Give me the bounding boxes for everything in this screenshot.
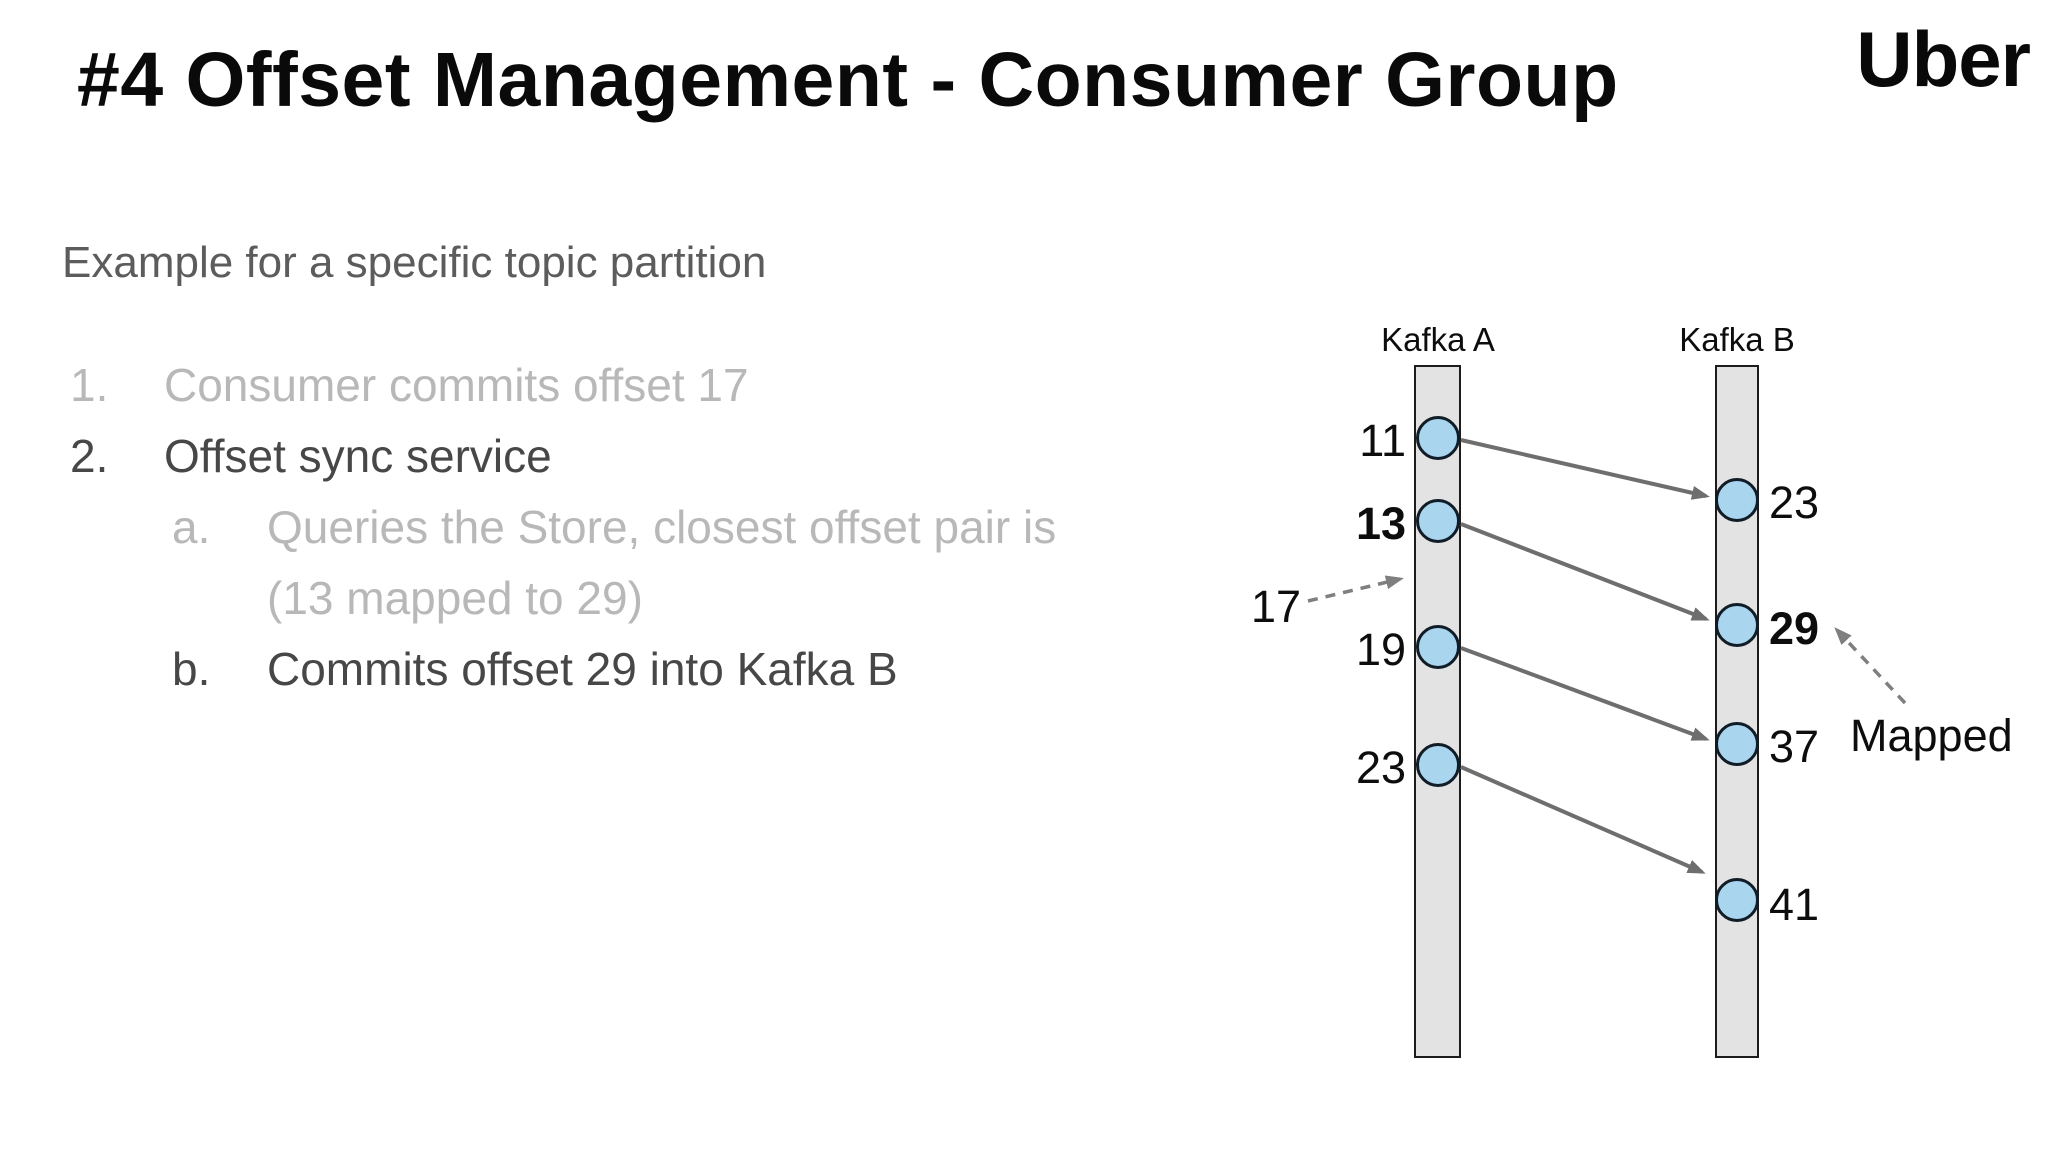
substep-text: (13 mapped to 29) <box>267 572 643 624</box>
offset-label-a-11: 11 <box>1359 415 1406 466</box>
kafka-a-label: Kafka A <box>1381 321 1495 358</box>
step-text: Consumer commits offset 17 <box>164 359 749 411</box>
offset-label-a-13: 13 <box>1355 498 1406 549</box>
kafka-b-label: Kafka B <box>1679 321 1795 358</box>
step-marker: 2. <box>70 430 109 482</box>
step-item-2: 2. Offset sync service <box>70 421 1056 492</box>
page-title: #4 Offset Management - Consumer Group <box>77 37 1619 123</box>
kafka-a-partition-bar <box>1414 365 1461 1058</box>
committed-offset-label: 17 <box>1250 581 1302 632</box>
offset-node-a-23 <box>1416 743 1460 787</box>
offset-node-b-23 <box>1715 478 1759 522</box>
substep-item-b: b. Commits offset 29 into Kafka B <box>172 634 1056 705</box>
offset-node-a-13 <box>1416 499 1460 543</box>
mapping-arrow-13-29 <box>1460 522 1710 621</box>
offset-node-b-41 <box>1715 878 1759 922</box>
substep-text: Commits offset 29 into Kafka B <box>267 643 898 695</box>
step-marker: 1. <box>70 359 109 411</box>
mapped-label: Mapped <box>1850 710 2013 761</box>
mapping-arrow-11-23 <box>1460 438 1710 500</box>
offset-label-b-29: 29 <box>1769 603 1820 654</box>
substep-item-a: a. Queries the Store, closest offset pai… <box>172 492 1056 563</box>
substep-item-a-continued: (13 mapped to 29) <box>172 563 1056 634</box>
offset-label-b-41: 41 <box>1769 879 1820 930</box>
steps-list: 1. Consumer commits offset 17 2. Offset … <box>70 350 1056 705</box>
offset-label-b-37: 37 <box>1769 721 1820 772</box>
offset-label-a-19: 19 <box>1355 624 1406 675</box>
uber-logo: Uber <box>1856 15 2031 103</box>
substep-marker: a. <box>172 501 211 553</box>
offset-node-b-29 <box>1715 603 1759 647</box>
substep-marker: b. <box>172 643 211 695</box>
mapping-arrow-19-37 <box>1460 646 1710 741</box>
offset-label-a-23: 23 <box>1355 742 1406 793</box>
substep-text: Queries the Store, closest offset pair i… <box>267 501 1057 553</box>
substep-marker-empty <box>172 563 267 634</box>
offset-node-a-11 <box>1416 416 1460 460</box>
step-item-1: 1. Consumer commits offset 17 <box>70 350 1056 421</box>
mapping-arrow-23-41 <box>1460 765 1706 874</box>
mapping-arrows <box>1307 438 1907 874</box>
offset-node-a-19 <box>1416 625 1460 669</box>
offset-mapping-diagram: Kafka A Kafka B <box>1240 300 2048 1080</box>
offset-node-b-37 <box>1715 722 1759 766</box>
subtitle: Example for a specific topic partition <box>62 238 767 287</box>
committed-offset-arrow <box>1307 575 1404 603</box>
step-text: Offset sync service <box>164 430 552 482</box>
offset-label-b-23: 23 <box>1769 477 1820 528</box>
